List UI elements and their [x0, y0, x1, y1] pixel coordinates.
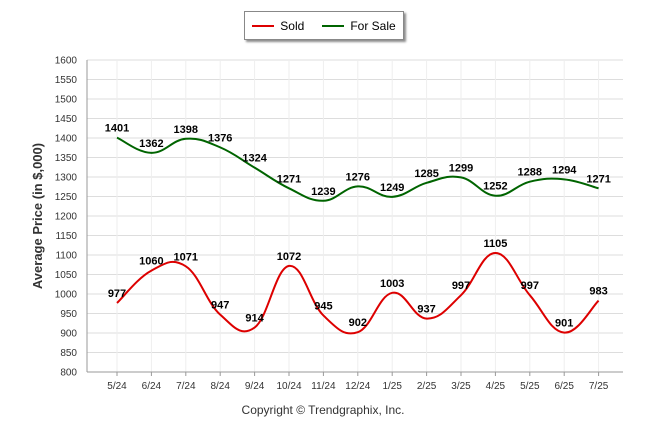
data-label-sold: 947 [211, 300, 229, 312]
y-tick-label: 800 [60, 368, 77, 379]
x-tick-label: 5/25 [520, 381, 540, 392]
x-tick-label: 3/25 [451, 381, 471, 392]
data-label-sold: 997 [521, 280, 539, 292]
data-label-for-sale: 1285 [414, 168, 438, 180]
for-sale-line-swatch [322, 24, 345, 27]
y-tick-label: 1200 [55, 212, 78, 223]
data-label-for-sale: 1271 [586, 173, 610, 185]
x-tick-label: 4/25 [486, 381, 506, 392]
y-tick-label: 1150 [55, 231, 77, 242]
data-label-sold: 914 [245, 313, 264, 325]
x-tick-label: 12/24 [345, 381, 370, 392]
x-tick-labels: 5/24 6/24 7/24 8/24 9/24 10/24 11/24 12/24 1/25 2… [107, 381, 609, 392]
data-label-sold: 937 [417, 304, 435, 316]
x-tick-label: 1/25 [382, 381, 402, 392]
y-tick-label: 1350 [55, 153, 78, 164]
x-tick-label: 9/24 [245, 381, 265, 392]
data-label-sold: 1105 [483, 238, 507, 250]
data-label-for-sale: 1249 [380, 182, 404, 194]
x-tick-label: 10/24 [276, 381, 301, 392]
data-label-for-sale: 1252 [483, 181, 507, 193]
grid-lines [87, 59, 623, 373]
x-tick-label: 11/24 [311, 381, 336, 392]
y-tick-label: 1000 [55, 290, 78, 301]
data-label-sold: 1071 [174, 251, 198, 263]
x-tick-label: 7/25 [589, 381, 609, 392]
data-label-sold: 1072 [277, 251, 301, 263]
y-tick-labels: 800 850 900 950 1000 1050 1100 1150 1200 1250 1300… [55, 56, 78, 379]
x-tick-label: 6/25 [554, 381, 574, 392]
y-tick-label: 1400 [55, 134, 78, 145]
data-label-for-sale: 1294 [552, 164, 577, 176]
y-tick-label: 1050 [55, 270, 78, 281]
y-tick-label: 1500 [55, 95, 78, 106]
y-tick-label: 850 [60, 348, 77, 359]
data-label-sold: 945 [314, 300, 332, 312]
data-label-for-sale: 1299 [449, 162, 473, 174]
data-label-for-sale: 1362 [139, 138, 163, 150]
legend-label-for-sale: For Sale [350, 18, 396, 33]
series-line-for-sale [116, 136, 599, 202]
y-tick-label: 1300 [55, 173, 78, 184]
data-label-sold: 902 [349, 317, 367, 329]
data-label-sold: 1060 [139, 256, 163, 268]
y-tick-label: 1250 [55, 192, 78, 203]
legend-item-sold[interactable]: Sold [252, 19, 304, 33]
data-label-for-sale: 1398 [174, 124, 198, 136]
data-label-sold: 1003 [380, 278, 404, 290]
y-axis-label: Average Price (in $,000) [30, 143, 45, 289]
y-tick-label: 1450 [55, 114, 78, 125]
data-label-for-sale: 1376 [208, 132, 232, 144]
y-tick-label: 1550 [55, 75, 78, 86]
x-tick-label: 5/24 [107, 381, 127, 392]
y-tick-label: 950 [60, 309, 77, 320]
data-label-for-sale: 1276 [346, 171, 370, 183]
y-tick-label: 1600 [55, 56, 78, 67]
data-label-sold: 977 [108, 288, 126, 300]
data-label-sold: 997 [452, 280, 470, 292]
legend: Sold For Sale [244, 11, 404, 40]
data-labels: 977 1060 1071 947 914 1072 945 902 1003 937 997 110… [105, 123, 611, 330]
legend-label-sold: Sold [280, 18, 305, 33]
y-tick-label: 900 [60, 329, 77, 340]
data-label-for-sale: 1271 [277, 173, 301, 185]
x-tick-label: 8/24 [210, 381, 230, 392]
x-tick-label: 7/24 [176, 381, 196, 392]
data-label-for-sale: 1401 [105, 123, 129, 135]
data-label-sold: 901 [555, 318, 573, 330]
x-tick-label: 2/25 [417, 381, 437, 392]
series-lines [116, 136, 600, 335]
data-label-sold: 983 [589, 286, 607, 298]
sold-line-swatch [252, 24, 275, 27]
series-line-sold [116, 252, 600, 335]
data-label-for-sale: 1324 [242, 153, 267, 165]
y-tick-label: 1100 [55, 251, 77, 262]
x-tick-label: 6/24 [142, 381, 162, 392]
axes [86, 60, 623, 376]
legend-item-for-sale[interactable]: For Sale [322, 18, 396, 33]
data-label-for-sale: 1239 [311, 186, 335, 198]
data-label-for-sale: 1288 [518, 167, 542, 179]
copyright-text: Copyright © Trendgraphix, Inc. [241, 403, 405, 417]
